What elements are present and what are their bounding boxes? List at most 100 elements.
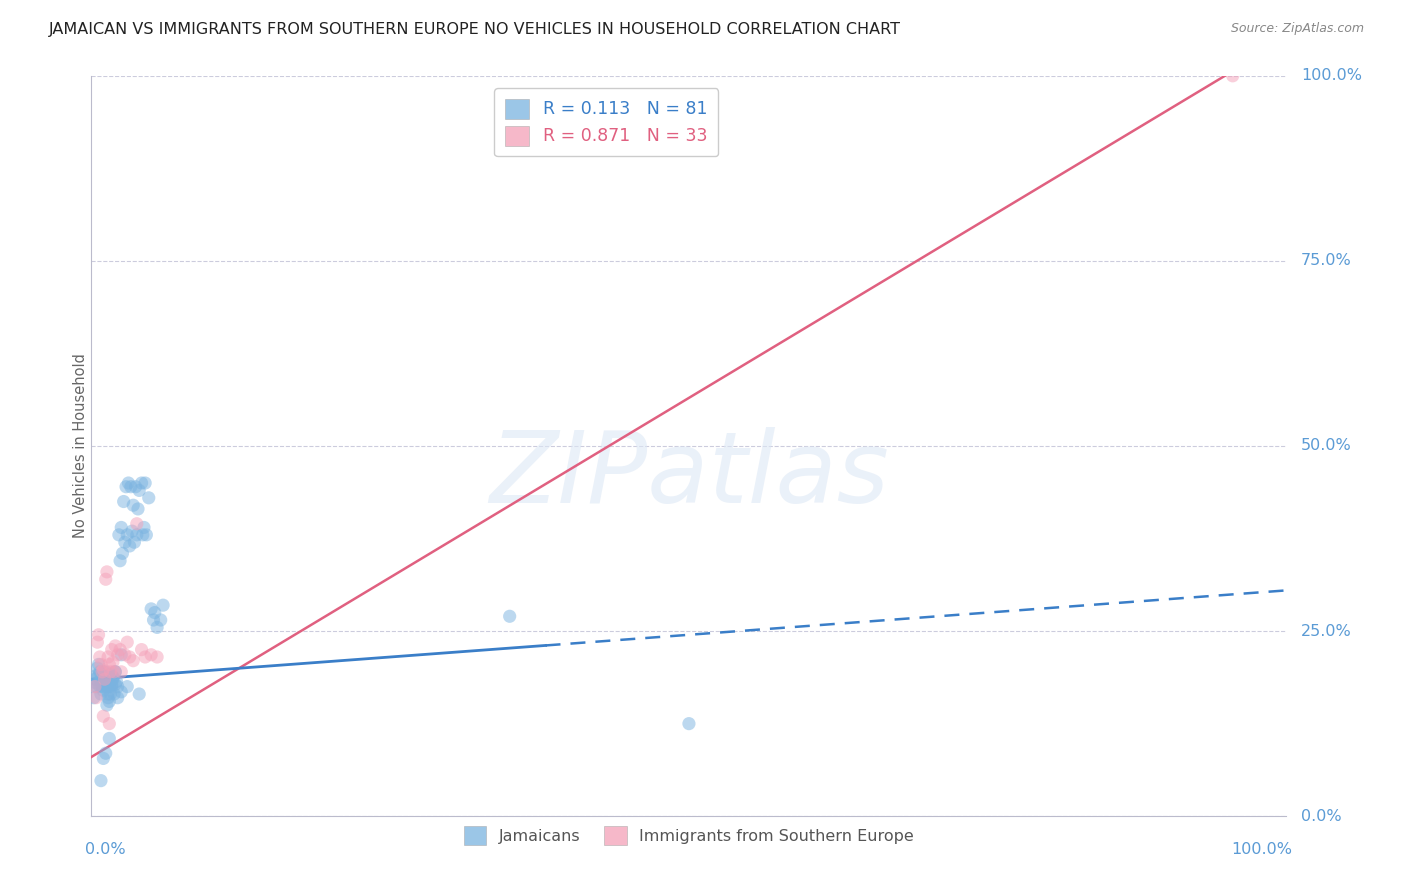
Point [110,665,132,679]
Text: 0.0%: 0.0% [86,842,127,857]
Point [97,690,120,705]
Point [94,572,117,586]
Point [124,535,146,549]
Point [87,628,110,642]
Text: 25.0%: 25.0% [1301,624,1351,639]
Point [111,546,134,560]
Point [104,639,127,653]
Point [115,680,138,694]
Point [84,680,107,694]
Point [93,751,114,765]
Point [122,654,145,668]
Point [120,480,142,494]
Point [112,494,135,508]
Point [93,670,115,684]
Point [86,680,108,694]
Point [134,650,156,665]
Point [100,680,122,694]
Point [89,665,111,679]
Point [118,650,141,665]
Point [110,685,132,699]
Point [107,648,129,662]
Point [124,480,146,494]
Point [101,670,124,684]
Point [93,672,115,686]
Point [122,498,145,512]
Point [93,663,114,677]
Legend: Jamaicans, Immigrants from Southern Europe: Jamaicans, Immigrants from Southern Euro… [456,818,922,853]
Point [91,680,114,694]
Point [84,668,107,682]
Point [98,680,121,694]
Point [94,665,117,679]
Point [138,491,160,505]
Point [110,648,132,662]
Point [117,475,139,490]
Point [97,650,120,665]
Point [96,680,118,694]
Point [93,683,114,698]
Point [115,528,138,542]
Point [141,602,162,616]
Point [103,665,125,679]
Point [108,528,131,542]
Point [135,528,157,542]
Point [91,676,114,690]
Point [89,680,111,694]
Point [146,650,169,665]
Point [86,661,108,675]
Point [93,709,114,723]
Point [87,668,110,682]
Point [128,687,150,701]
Point [141,648,162,662]
Point [110,520,132,534]
Point [128,483,150,498]
Point [107,680,129,694]
Text: JAMAICAN VS IMMIGRANTS FROM SOUTHERN EUROPE NO VEHICLES IN HOUSEHOLD CORRELATION: JAMAICAN VS IMMIGRANTS FROM SOUTHERN EUR… [49,22,901,37]
Point [100,642,122,657]
Point [104,665,127,679]
Point [131,642,153,657]
Point [90,657,112,672]
Point [84,672,107,686]
Text: 100.0%: 100.0% [1301,69,1362,83]
Point [678,716,700,731]
Point [90,672,112,686]
Point [101,670,124,684]
Point [83,690,105,705]
Point [104,677,127,691]
Point [115,635,138,649]
Text: 0.0%: 0.0% [1301,809,1341,823]
Point [100,665,122,679]
Text: 100.0%: 100.0% [1232,842,1292,857]
Point [98,731,121,746]
Point [104,665,127,679]
Point [100,677,122,691]
Point [107,690,129,705]
Point [498,609,520,624]
Point [121,524,143,538]
Point [131,475,153,490]
Point [84,680,107,694]
Point [84,676,107,690]
Point [118,539,141,553]
Point [1222,69,1244,83]
Point [90,773,112,788]
Point [101,655,124,669]
Point [98,716,121,731]
Point [91,665,114,679]
Point [132,528,155,542]
Point [114,648,136,662]
Point [100,687,122,701]
Point [84,690,107,705]
Point [108,554,131,568]
Point [108,642,131,657]
Point [86,635,108,649]
Text: 50.0%: 50.0% [1301,439,1351,453]
Point [105,674,128,689]
Point [97,687,120,701]
Point [125,528,148,542]
Point [94,746,117,760]
Point [101,672,124,686]
Text: ZIPatlas: ZIPatlas [489,427,889,524]
